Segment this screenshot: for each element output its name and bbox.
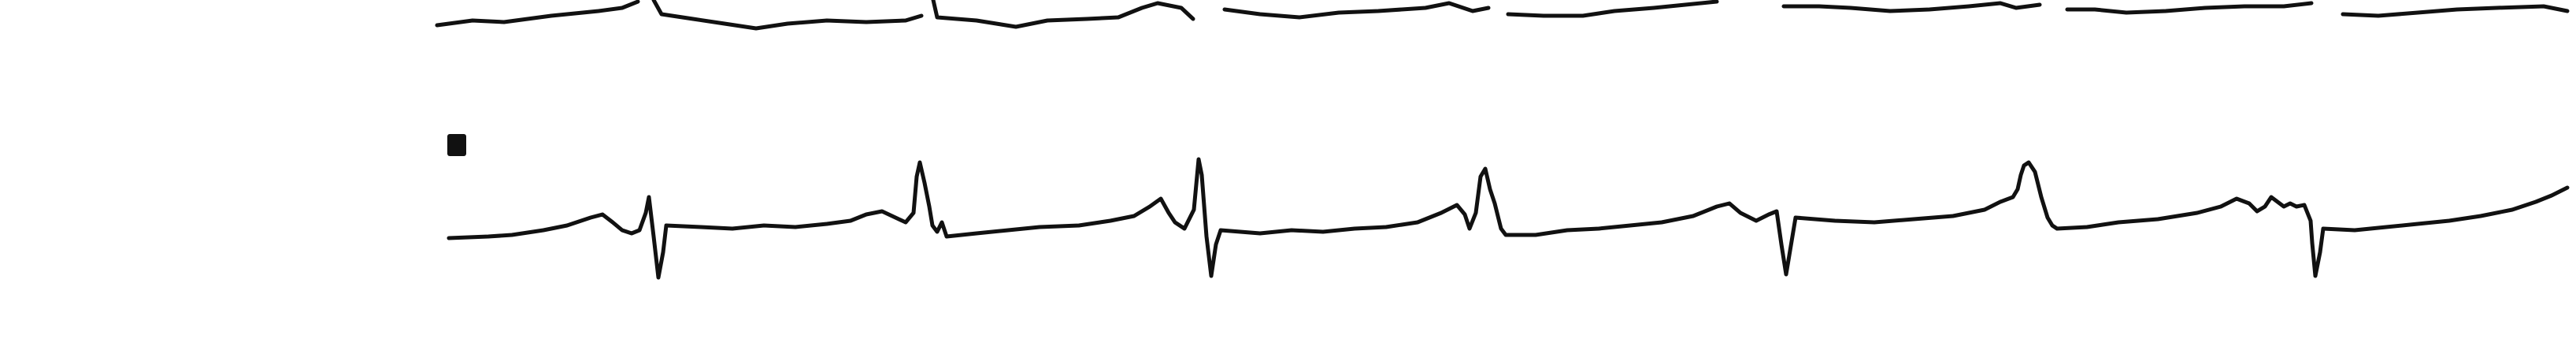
bottom-strip-trace <box>447 157 2570 280</box>
top-strip-segment-2 <box>651 0 924 31</box>
top-strip-segment-1 <box>435 0 640 28</box>
top-strip-segment-8 <box>2341 4 2570 18</box>
lead-marker-square <box>447 134 466 156</box>
top-strip-segment-5 <box>1506 0 1719 18</box>
top-strip-segment-3 <box>931 0 1195 29</box>
top-strip <box>435 0 2570 31</box>
top-strip-segment-4 <box>1222 1 1491 20</box>
bottom-strip <box>447 157 2570 280</box>
top-strip-segment-6 <box>1781 1 2042 13</box>
top-strip-segment-7 <box>2065 1 2314 15</box>
